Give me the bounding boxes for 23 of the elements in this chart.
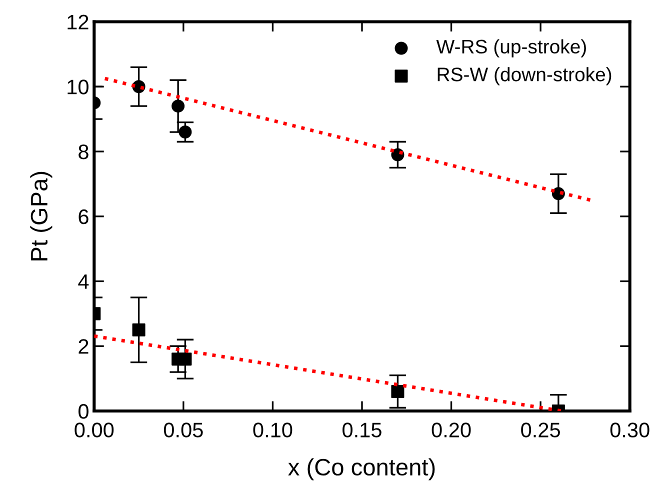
x-tick-label: 0.25 <box>521 422 560 438</box>
point <box>172 100 185 113</box>
x-tick-label: 0.10 <box>253 422 292 438</box>
point <box>178 352 192 366</box>
y-axis-title: Pt (GPa) <box>30 172 52 260</box>
y-tick-label: 0 <box>78 404 88 419</box>
x-tick-label: 0.00 <box>74 422 114 438</box>
y-tick-label: 2 <box>78 339 88 354</box>
y-tick-label: 10 <box>68 80 88 94</box>
y-tick-label: 6 <box>78 209 88 224</box>
x-tick-label: 0.30 <box>610 422 650 438</box>
x-axis-title: x (Co content) <box>288 458 435 480</box>
x-tick-label: 0.20 <box>432 422 471 438</box>
point <box>178 126 192 139</box>
legend-label: RS-W (down-stroke) <box>438 67 612 86</box>
point <box>132 323 146 336</box>
x-tick-label: 0.05 <box>164 422 203 438</box>
y-tick-label: 8 <box>78 144 88 160</box>
legend-label: W-RS (up-stroke) <box>436 39 586 58</box>
y-tick-label: 12 <box>68 14 88 30</box>
x-tick-label: 0.15 <box>342 422 382 438</box>
point <box>391 385 404 398</box>
y-tick-label: 4 <box>78 274 89 289</box>
